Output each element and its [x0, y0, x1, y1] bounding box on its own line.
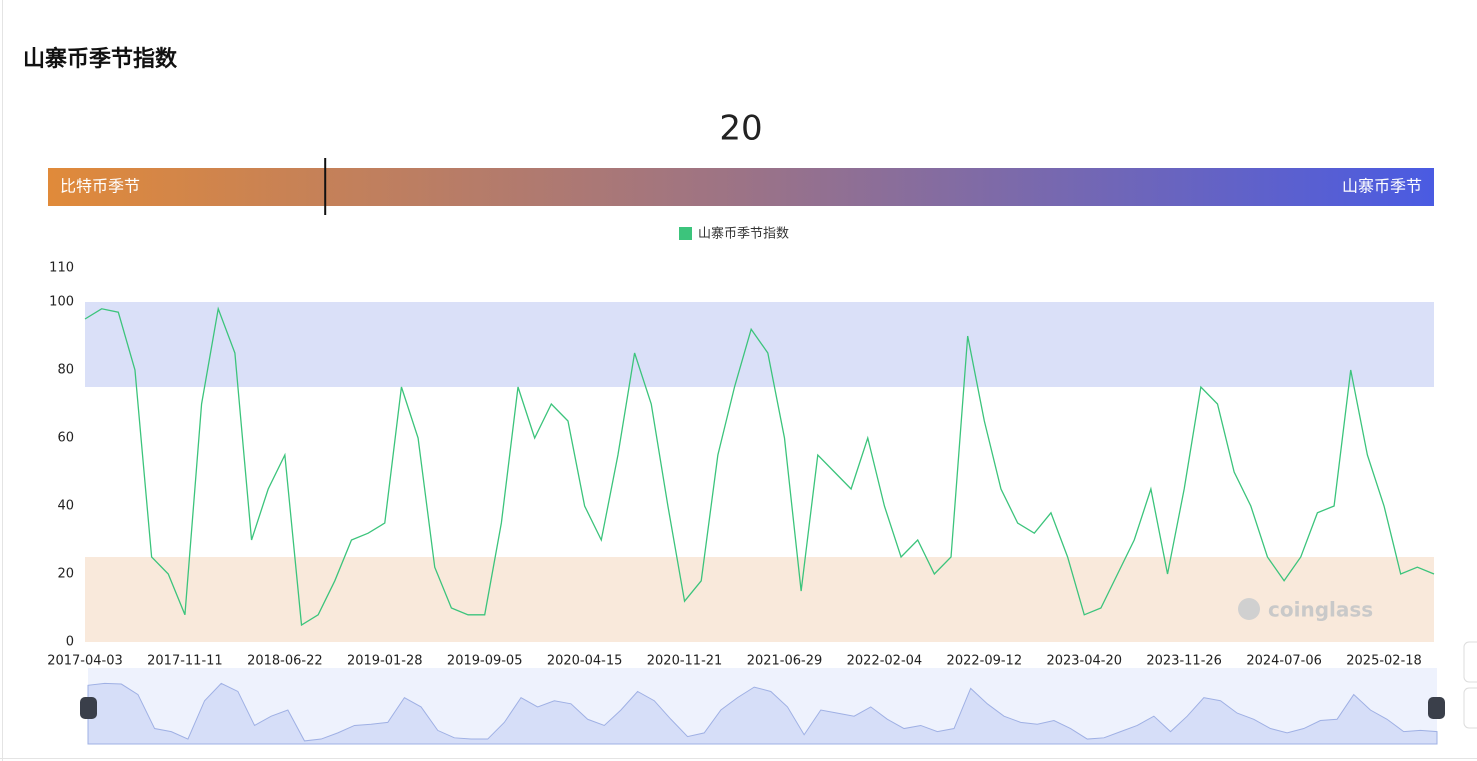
x-tick-label: 2019-01-28 [347, 654, 423, 669]
y-tick-label: 60 [57, 431, 74, 446]
gauge-max-label: 山寨币季节 [1342, 177, 1422, 196]
slider-handle[interactable] [1428, 697, 1445, 719]
y-tick-label: 0 [66, 635, 74, 650]
gauge-min-label: 比特币季节 [60, 177, 140, 196]
gauge-value: 20 [719, 109, 762, 149]
side-button[interactable] [1463, 641, 1477, 683]
x-tick-label: 2022-02-04 [847, 654, 923, 669]
band [85, 557, 1434, 642]
x-tick-label: 2018-06-22 [247, 654, 323, 669]
x-tick-label: 2022-09-12 [947, 654, 1023, 669]
overview-area [87, 682, 1438, 745]
x-tick-label: 2023-11-26 [1146, 654, 1222, 669]
x-tick-label: 2020-11-21 [647, 654, 723, 669]
x-tick-label: 2019-09-05 [447, 654, 523, 669]
legend-label[interactable]: 山寨币季节指数 [698, 226, 789, 242]
slider-handle[interactable] [80, 697, 97, 719]
watermark: coinglass [1268, 598, 1373, 622]
x-tick-label: 2023-04-20 [1046, 654, 1122, 669]
data-line [84, 306, 1435, 627]
y-tick-label: 40 [57, 499, 74, 514]
y-tick-label: 100 [49, 295, 74, 310]
watermark-logo [1238, 598, 1260, 620]
y-tick-label: 20 [57, 567, 74, 582]
legend-swatch[interactable] [679, 227, 692, 240]
y-tick-label: 110 [49, 261, 74, 276]
x-tick-label: 2017-11-11 [147, 654, 223, 669]
y-tick-label: 80 [57, 363, 74, 378]
x-tick-label: 2017-04-03 [47, 654, 123, 669]
band [85, 302, 1434, 387]
gauge-bar [48, 168, 1434, 206]
x-tick-label: 2024-07-06 [1246, 654, 1322, 669]
x-tick-label: 2021-06-29 [747, 654, 823, 669]
x-tick-label: 2025-02-18 [1346, 654, 1422, 669]
side-button[interactable] [1463, 687, 1477, 729]
x-tick-label: 2020-04-15 [547, 654, 623, 669]
page-title: 山寨币季节指数 [23, 46, 178, 72]
